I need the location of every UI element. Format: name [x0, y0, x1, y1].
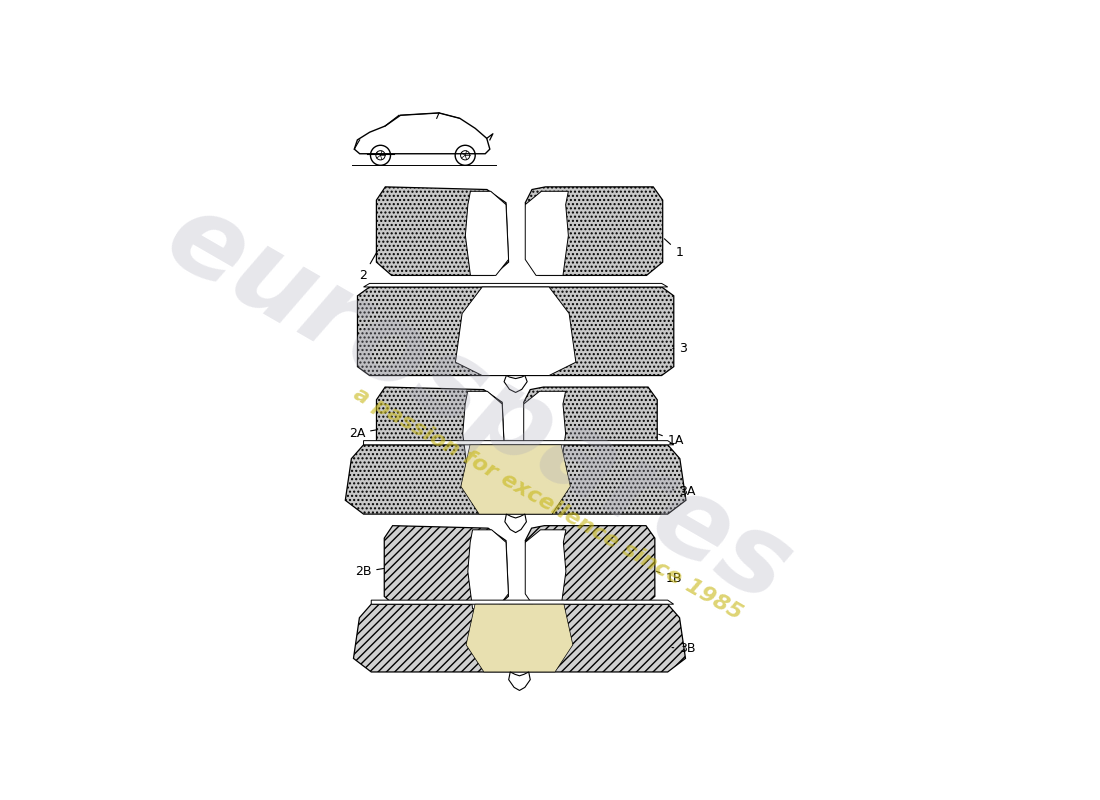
- Polygon shape: [363, 283, 668, 287]
- Text: 3A: 3A: [673, 485, 695, 498]
- Polygon shape: [345, 445, 686, 514]
- Text: 2A: 2A: [349, 426, 376, 440]
- Text: 3: 3: [673, 342, 688, 355]
- Polygon shape: [505, 514, 527, 533]
- Text: 2B: 2B: [354, 566, 384, 578]
- Polygon shape: [524, 391, 565, 472]
- Polygon shape: [526, 187, 662, 275]
- Polygon shape: [526, 191, 569, 275]
- Polygon shape: [461, 445, 571, 514]
- Text: a passion for excellence since 1985: a passion for excellence since 1985: [351, 384, 746, 624]
- Text: 3B: 3B: [672, 642, 695, 655]
- Polygon shape: [384, 526, 508, 609]
- Polygon shape: [376, 387, 505, 472]
- Polygon shape: [358, 287, 674, 375]
- Polygon shape: [466, 604, 573, 672]
- Polygon shape: [468, 530, 508, 609]
- Polygon shape: [524, 387, 657, 472]
- Polygon shape: [508, 672, 530, 690]
- Polygon shape: [526, 526, 654, 609]
- Polygon shape: [363, 441, 674, 445]
- Text: 1B: 1B: [657, 571, 682, 585]
- Polygon shape: [354, 113, 490, 154]
- Polygon shape: [465, 191, 508, 275]
- Text: eurospares: eurospares: [148, 182, 810, 626]
- Polygon shape: [372, 600, 673, 604]
- Polygon shape: [353, 604, 685, 672]
- Polygon shape: [526, 530, 565, 609]
- Polygon shape: [376, 187, 508, 275]
- Text: 1: 1: [664, 238, 683, 259]
- Polygon shape: [504, 375, 527, 393]
- Text: 1A: 1A: [659, 434, 684, 447]
- Polygon shape: [455, 287, 575, 375]
- Text: 2: 2: [360, 251, 377, 282]
- Polygon shape: [463, 391, 505, 472]
